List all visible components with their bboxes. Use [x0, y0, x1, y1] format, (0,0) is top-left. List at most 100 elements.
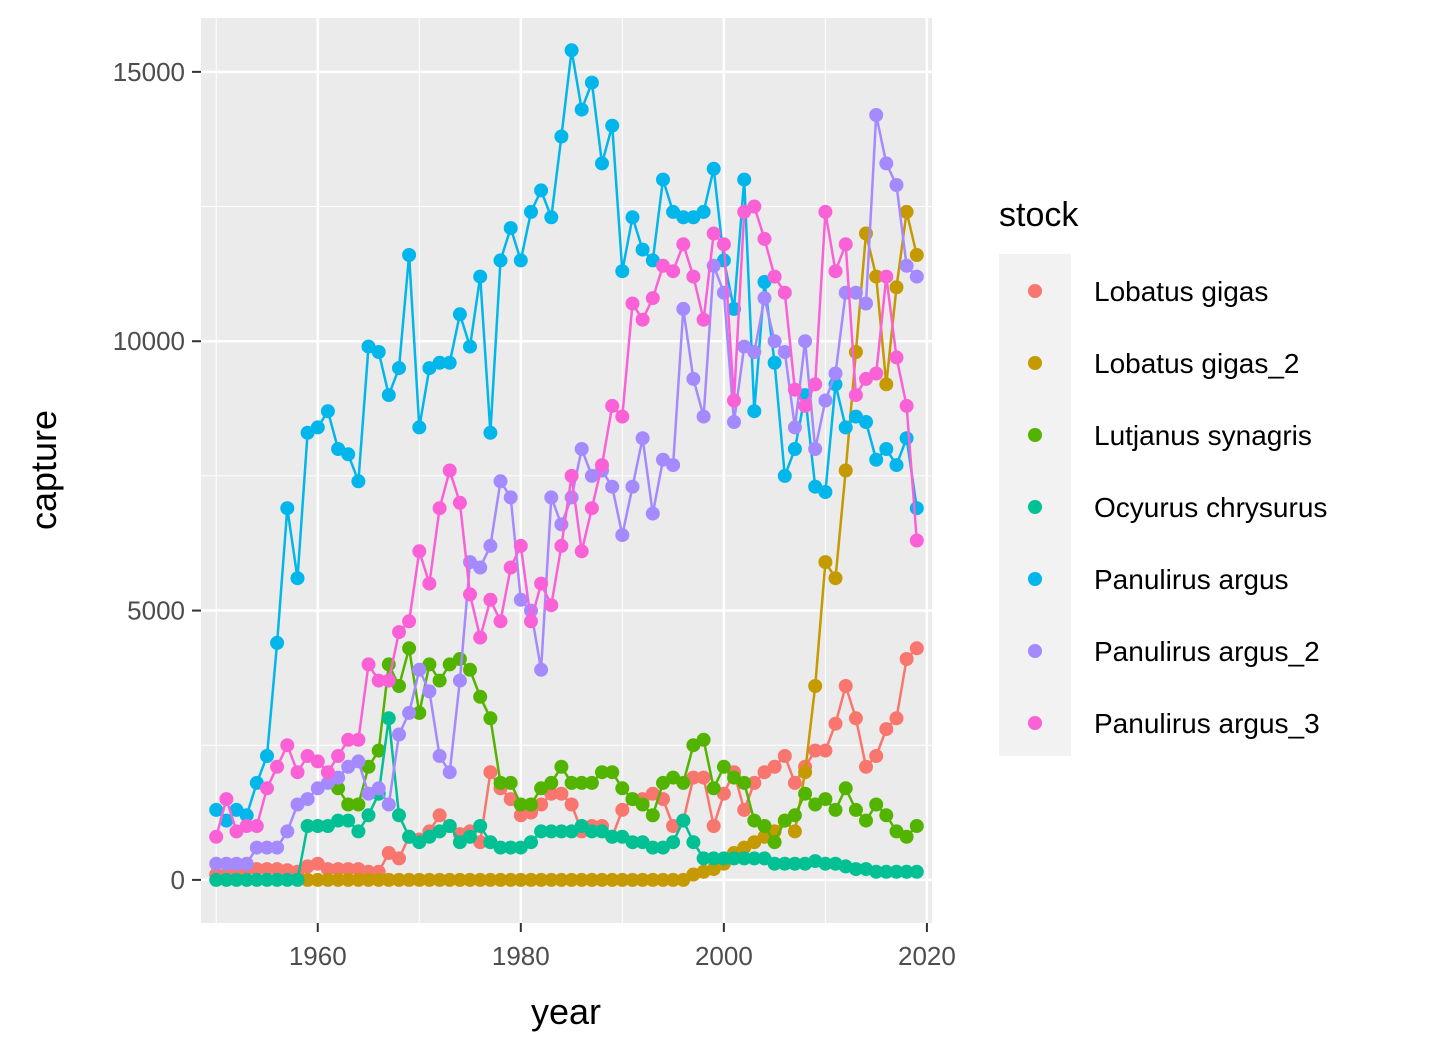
data-point [452, 673, 467, 688]
data-point [371, 872, 386, 887]
data-point [432, 872, 447, 887]
data-point [249, 840, 264, 855]
data-point [676, 210, 691, 225]
data-point [249, 872, 264, 887]
data-point [747, 404, 762, 419]
data-point [402, 705, 417, 720]
data-point [483, 765, 498, 780]
data-point [798, 786, 813, 801]
data-point [341, 872, 356, 887]
data-point [270, 872, 285, 887]
data-point [473, 560, 488, 575]
data-point [219, 792, 234, 807]
data-point [483, 711, 498, 726]
data-point [777, 749, 792, 763]
data-point [402, 614, 417, 629]
data-point [767, 334, 782, 349]
data-point [838, 420, 853, 435]
data-point [615, 872, 630, 887]
series-layer [209, 43, 924, 887]
data-point [798, 398, 813, 413]
data-point [463, 339, 477, 354]
data-point [909, 864, 924, 879]
data-point [564, 775, 579, 790]
data-point [828, 802, 843, 817]
data-point [686, 371, 701, 386]
data-point [270, 635, 285, 650]
data-point [798, 334, 813, 349]
data-point [615, 802, 630, 817]
data-point [361, 872, 376, 887]
data-point [787, 382, 802, 397]
data-point [290, 571, 305, 586]
data-point [574, 442, 589, 456]
data-point [392, 727, 406, 742]
data-point [706, 161, 721, 176]
legend-title: stock [999, 196, 1079, 234]
data-point [584, 75, 599, 90]
data-point [310, 754, 325, 769]
data-point [574, 544, 589, 559]
data-point [716, 285, 731, 300]
data-point [534, 824, 549, 839]
data-point [331, 749, 346, 763]
data-point [869, 108, 884, 122]
data-point [656, 172, 670, 187]
legend-items: Lobatus gigas Lobatus gigas_2 Lutjanus syn… [1028, 276, 1327, 739]
data-point [260, 781, 274, 796]
data-point [229, 856, 244, 871]
data-point [503, 221, 518, 236]
legend-label: Lutjanus synagris [1094, 420, 1312, 451]
data-point [818, 743, 833, 758]
data-point [524, 835, 538, 850]
data-point [341, 732, 356, 747]
data-point [463, 587, 477, 602]
data-point [260, 872, 274, 887]
legend-label: Lobatus gigas [1094, 276, 1268, 307]
data-point [412, 705, 427, 720]
data-point [696, 770, 711, 785]
y-axis-title: capture [23, 410, 64, 530]
data-point [645, 291, 660, 306]
data-point [280, 501, 295, 516]
data-point [371, 345, 386, 359]
data-point [625, 835, 640, 850]
data-point [869, 366, 884, 381]
data-point [320, 862, 335, 877]
data-point [432, 355, 447, 370]
data-point [716, 851, 731, 866]
data-point [747, 345, 762, 359]
data-point [686, 269, 701, 284]
data-point [645, 506, 660, 521]
data-point [432, 749, 447, 763]
data-point [239, 808, 254, 823]
data-point [554, 759, 569, 774]
data-point [554, 872, 569, 887]
data-point [848, 345, 863, 359]
data-point [432, 501, 447, 516]
data-point [879, 722, 894, 737]
data-point [909, 819, 924, 833]
data-point [209, 872, 224, 887]
data-point [320, 404, 335, 419]
data-point [483, 425, 498, 440]
data-point [463, 662, 477, 677]
legend-label: Ocyurus chrysurus [1094, 492, 1327, 523]
data-point [483, 872, 498, 887]
x-tick-label: 2020 [898, 941, 956, 971]
data-point [737, 802, 752, 817]
data-point [564, 43, 579, 58]
data-point [513, 797, 528, 812]
data-point [595, 156, 609, 171]
data-point [777, 468, 792, 483]
data-point [848, 711, 863, 726]
data-point [859, 759, 873, 774]
data-point [808, 679, 823, 693]
data-point [280, 738, 295, 753]
data-point [442, 872, 457, 887]
data-point [493, 474, 508, 489]
data-point [676, 813, 691, 828]
legend-item-panulirus-argus: Panulirus argus [1028, 564, 1289, 595]
data-point [452, 872, 467, 887]
data-point [848, 862, 863, 877]
